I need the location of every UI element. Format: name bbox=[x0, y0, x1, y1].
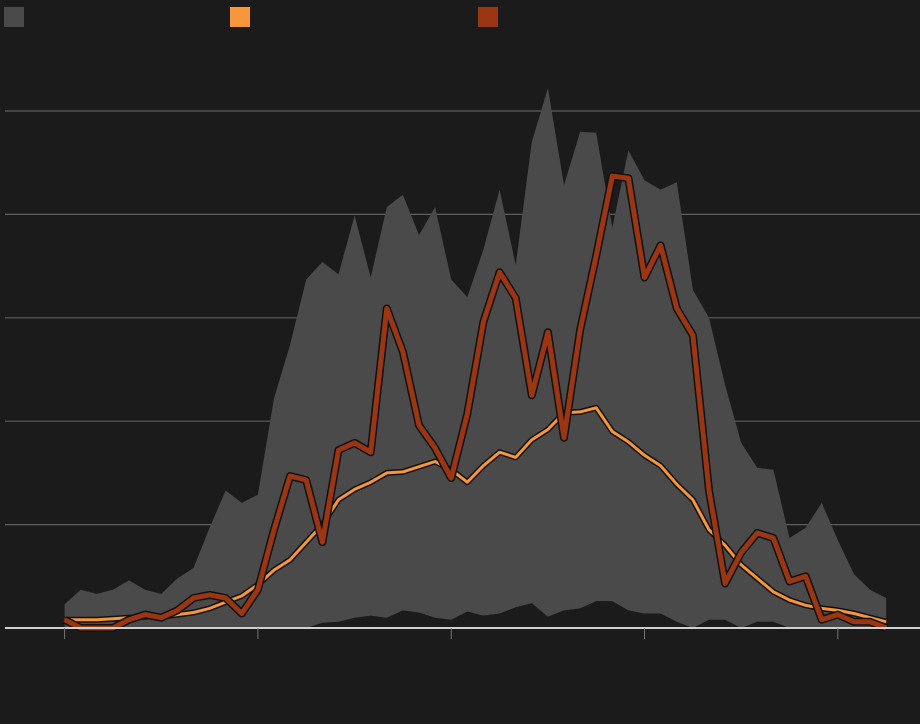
range-area-lower bbox=[64, 601, 887, 628]
legend-swatch bbox=[478, 7, 498, 27]
line bbox=[63, 173, 888, 631]
legend-swatch bbox=[230, 7, 250, 27]
legend-swatch bbox=[4, 7, 24, 27]
line bbox=[64, 406, 887, 624]
